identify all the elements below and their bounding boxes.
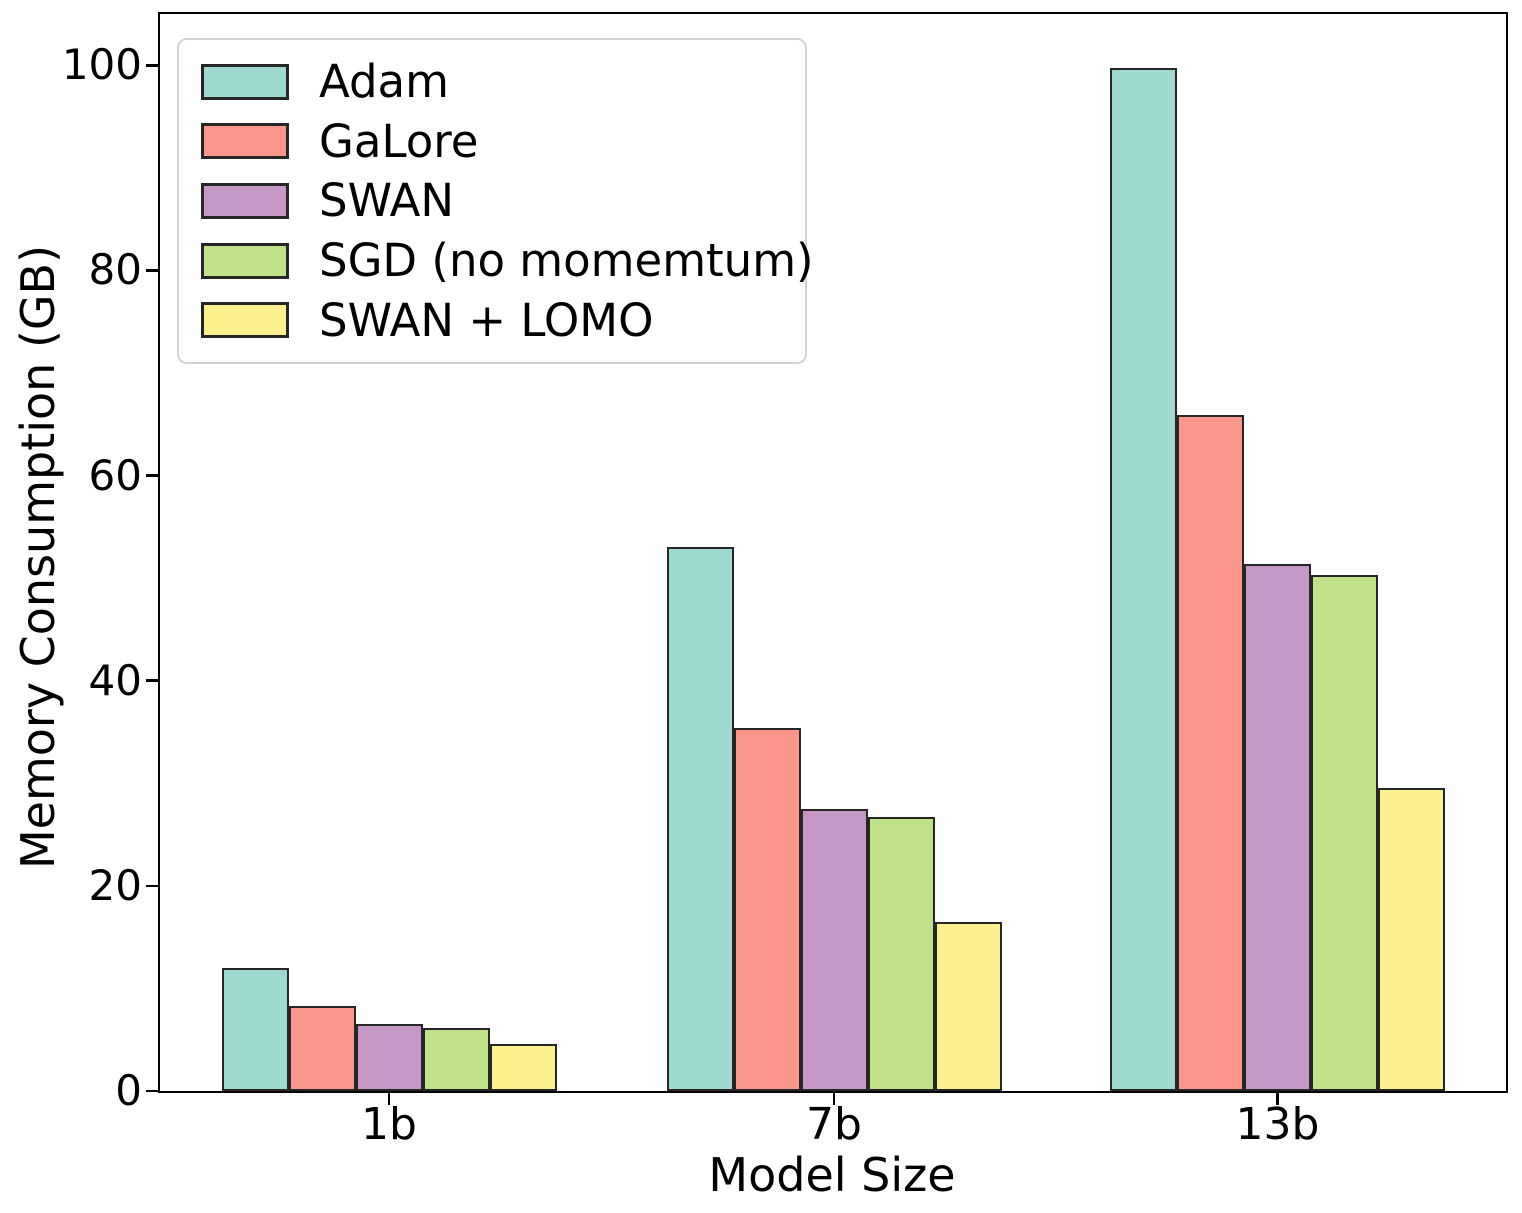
x-tick-label: 13b	[1235, 1099, 1320, 1150]
bar-swan-lomo-13b	[1378, 788, 1445, 1091]
bar-sgd-no-momemtum-13b	[1311, 575, 1378, 1091]
y-axis-tick	[146, 269, 158, 272]
y-tick-label: 40	[88, 655, 142, 705]
legend-label: SGD (no momemtum)	[319, 233, 814, 287]
legend-label: Adam	[319, 55, 449, 108]
legend-swatch	[201, 63, 289, 100]
bar-swan-lomo-1b	[489, 1043, 557, 1091]
legend: Adam GaLore SWAN SGD (no momemtum) SWAN + LO…	[177, 38, 814, 364]
bar-galore-7b	[733, 727, 801, 1091]
y-tick-label: 100	[61, 40, 142, 90]
y-tick-label: 0	[115, 1066, 142, 1115]
legend-swatch	[201, 183, 289, 219]
x-axis-tick	[387, 1093, 391, 1105]
x-tick-label: 7b	[806, 1099, 862, 1150]
y-axis-tick	[146, 884, 158, 888]
legend-label: GaLore	[319, 114, 479, 168]
y-tick-label: 20	[88, 860, 142, 910]
bar-galore-13b	[1177, 415, 1244, 1091]
bar-galore-1b	[288, 1005, 356, 1091]
legend-label: SWAN + LOMO	[319, 293, 654, 347]
bar-swan-1b	[355, 1024, 423, 1091]
x-axis-label: Model Size	[708, 1148, 956, 1202]
legend-item: SWAN	[201, 176, 785, 226]
plot-area	[158, 12, 1508, 1093]
legend-label: SWAN	[319, 174, 455, 228]
y-tick-label: 80	[88, 245, 142, 295]
x-tick-label: 1b	[361, 1099, 417, 1150]
y-axis-tick	[146, 1089, 158, 1093]
y-axis-tick	[146, 679, 158, 682]
legend-item: GaLore	[201, 117, 785, 167]
legend-swatch	[201, 242, 289, 279]
bar-swan-7b	[800, 808, 868, 1091]
y-axis-tick	[146, 64, 158, 67]
legend-item: SGD (no momemtum)	[201, 236, 814, 286]
legend-swatch	[201, 123, 289, 160]
bar-sgd-no-momemtum-1b	[422, 1028, 490, 1091]
y-axis-label: Memory Consumption (GB)	[11, 244, 65, 870]
y-tick-label: 60	[88, 450, 142, 500]
x-axis-tick	[1276, 1093, 1279, 1105]
legend-item: Adam	[201, 57, 785, 107]
legend-item: SWAN + LOMO	[201, 293, 785, 347]
bar-sgd-no-momemtum-7b	[867, 817, 935, 1091]
bar-adam-1b	[221, 967, 289, 1091]
legend-swatch	[201, 302, 289, 339]
bar-swan-13b	[1244, 563, 1311, 1091]
bar-adam-7b	[666, 547, 734, 1091]
bar-swan-lomo-7b	[934, 921, 1002, 1091]
y-axis-tick	[146, 474, 158, 477]
bar-adam-13b	[1110, 68, 1177, 1091]
x-axis-tick	[832, 1093, 836, 1105]
